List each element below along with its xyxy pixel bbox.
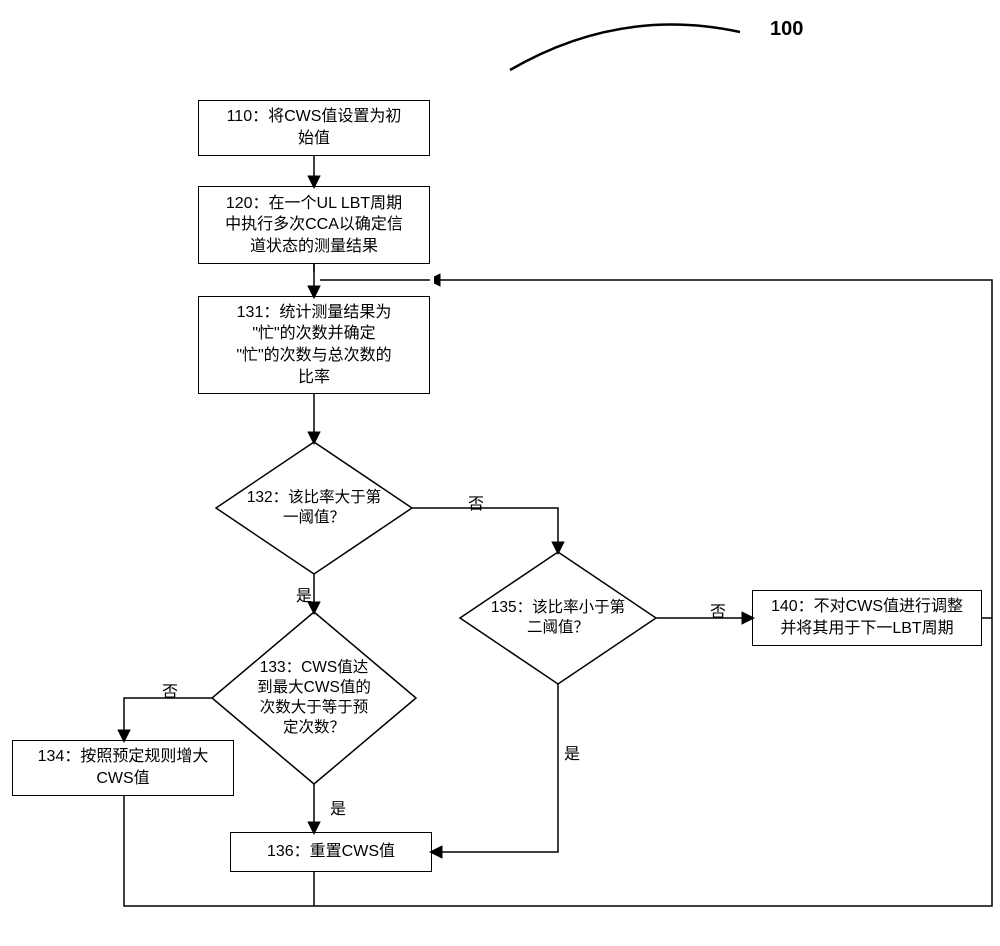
diagram-title: 100 <box>770 18 803 41</box>
connectors <box>0 0 1000 946</box>
node-134: 134：按照预定规则增大CWS值 <box>12 740 234 796</box>
label-133-yes: 是 <box>330 795 346 819</box>
node-136-text: 136：重置CWS值 <box>267 841 395 863</box>
title-curve <box>500 10 760 80</box>
node-136: 136：重置CWS值 <box>230 832 432 872</box>
node-135-text: 135：该比率小于第二阈值？ <box>491 598 625 638</box>
label-133-no: 否 <box>162 678 178 702</box>
node-133: 133：CWS值达到最大CWS值的次数大于等于预定次数？ <box>210 610 418 786</box>
node-132: 132：该比率大于第一阈值？ <box>214 440 414 576</box>
connectors-fix <box>0 0 1000 946</box>
label-132-no: 否 <box>468 490 484 514</box>
node-120-text: 120：在一个UL LBT周期中执行多次CCA以确定信道状态的测量结果 <box>225 193 403 258</box>
node-134-text: 134：按照预定规则增大CWS值 <box>38 746 209 789</box>
node-135: 135：该比率小于第二阈值？ <box>458 550 658 686</box>
node-131-text: 131：统计测量结果为"忙"的次数并确定"忙"的次数与总次数的比率 <box>236 302 391 388</box>
node-120: 120：在一个UL LBT周期中执行多次CCA以确定信道状态的测量结果 <box>198 186 430 264</box>
node-131: 131：统计测量结果为"忙"的次数并确定"忙"的次数与总次数的比率 <box>198 296 430 394</box>
node-132-text: 132：该比率大于第一阈值？ <box>247 488 381 528</box>
node-140: 140：不对CWS值进行调整并将其用于下一LBT周期 <box>752 590 982 646</box>
node-110-text: 110：将CWS值设置为初始值 <box>227 106 402 149</box>
node-140-text: 140：不对CWS值进行调整并将其用于下一LBT周期 <box>771 596 963 639</box>
label-135-yes: 是 <box>564 740 580 764</box>
label-135-no: 否 <box>710 598 726 622</box>
node-110: 110：将CWS值设置为初始值 <box>198 100 430 156</box>
label-132-yes: 是 <box>296 582 312 606</box>
node-133-text: 133：CWS值达到最大CWS值的次数大于等于预定次数？ <box>257 658 371 739</box>
